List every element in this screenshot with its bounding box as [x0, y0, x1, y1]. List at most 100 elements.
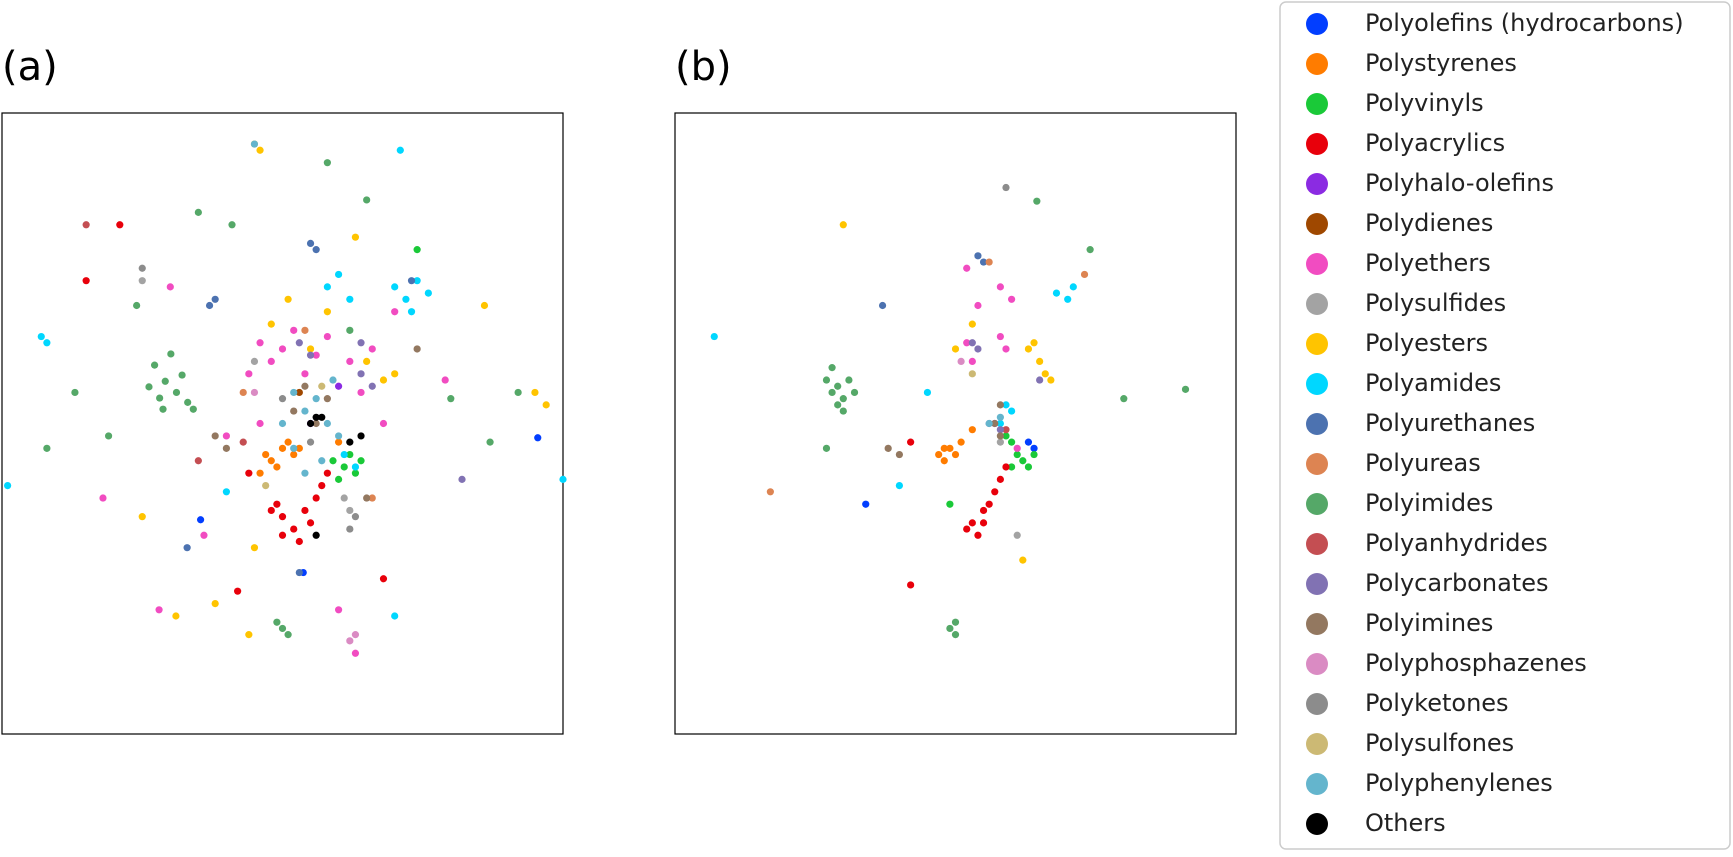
point — [351, 463, 360, 471]
point — [974, 301, 982, 310]
point — [1030, 444, 1038, 452]
point — [295, 339, 303, 347]
point — [1002, 345, 1010, 353]
point — [99, 494, 107, 502]
point — [413, 277, 421, 285]
legend-label: Polysulfones — [1365, 729, 1514, 757]
point — [82, 221, 90, 229]
point — [278, 624, 287, 633]
point — [1036, 376, 1044, 384]
point — [301, 469, 309, 477]
point — [946, 624, 954, 633]
point — [239, 438, 247, 446]
legend-marker — [1306, 453, 1328, 475]
legend-label: Polyolefins (hydrocarbons) — [1365, 9, 1684, 37]
point — [245, 469, 253, 477]
point — [335, 270, 343, 279]
legend-label: Polyurethanes — [1365, 409, 1535, 437]
point — [222, 432, 230, 440]
point — [979, 519, 988, 527]
point — [907, 438, 915, 446]
point — [884, 444, 892, 452]
point — [346, 506, 354, 515]
point — [172, 388, 181, 397]
point — [391, 612, 399, 620]
point — [183, 544, 191, 552]
point — [413, 246, 421, 254]
point — [351, 469, 360, 477]
point — [256, 419, 264, 428]
point — [968, 357, 976, 365]
legend-marker — [1306, 493, 1328, 515]
point — [974, 531, 982, 539]
point — [318, 457, 326, 465]
point — [116, 221, 124, 229]
point — [542, 401, 550, 409]
point — [346, 438, 354, 446]
point — [1002, 183, 1010, 192]
point — [295, 537, 303, 546]
point — [245, 631, 253, 639]
point — [968, 426, 976, 434]
point — [963, 339, 971, 347]
point — [850, 388, 859, 397]
plot-frame — [674, 112, 1237, 735]
point — [278, 531, 287, 539]
point — [1069, 283, 1077, 291]
point — [1019, 457, 1027, 465]
point — [1064, 295, 1072, 303]
legend-marker — [1306, 53, 1328, 75]
point — [1033, 197, 1041, 205]
point — [368, 345, 376, 353]
legend-label: Others — [1365, 809, 1446, 837]
legend-label: Polyesters — [1365, 329, 1488, 357]
point — [166, 283, 174, 291]
point — [1008, 295, 1016, 303]
point — [1008, 407, 1016, 415]
point — [196, 516, 205, 524]
point — [1002, 401, 1010, 409]
point — [329, 376, 337, 384]
point — [43, 339, 51, 347]
legend-marker — [1306, 613, 1328, 635]
point — [306, 438, 315, 446]
point — [447, 395, 455, 403]
legend-label: Polyvinyls — [1365, 89, 1484, 117]
point — [951, 618, 960, 626]
point — [391, 283, 399, 291]
point — [514, 388, 522, 397]
point — [323, 283, 331, 291]
legend-marker — [1306, 173, 1328, 195]
point — [184, 398, 192, 406]
point — [256, 469, 264, 477]
point — [396, 146, 404, 154]
point — [391, 308, 399, 316]
legend-label: Polyimines — [1365, 609, 1493, 637]
point — [1086, 246, 1094, 254]
point — [834, 382, 842, 390]
point — [301, 326, 309, 334]
point — [534, 434, 542, 442]
point — [138, 277, 146, 285]
point — [301, 407, 309, 415]
legend-label: Polyketones — [1365, 689, 1509, 717]
point — [907, 581, 915, 589]
point — [1024, 345, 1033, 353]
point — [306, 419, 315, 428]
point — [273, 618, 281, 626]
legend-label: Polysulfides — [1365, 289, 1506, 317]
point — [340, 494, 348, 502]
point — [402, 295, 410, 303]
legend-label: Polyethers — [1365, 249, 1491, 277]
point — [323, 332, 331, 341]
point — [968, 320, 976, 328]
point — [357, 339, 365, 347]
point — [335, 438, 343, 446]
point — [82, 277, 90, 285]
point — [278, 345, 287, 353]
point — [957, 357, 965, 365]
point — [940, 444, 948, 452]
point — [1030, 339, 1038, 347]
point — [155, 606, 163, 614]
point — [974, 345, 982, 353]
